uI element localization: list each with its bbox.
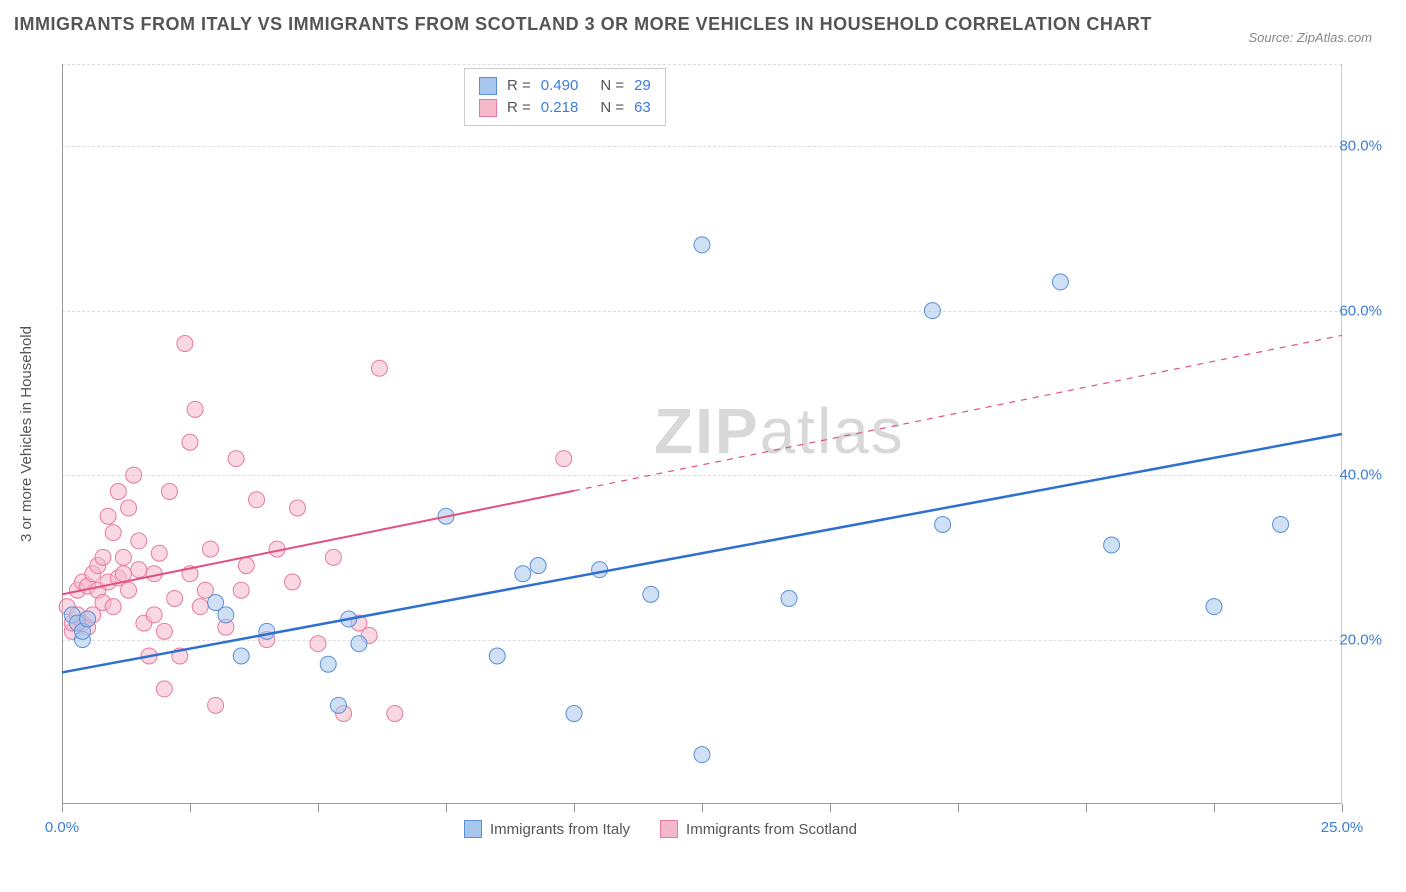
legend-swatch-scotland <box>660 820 678 838</box>
data-point <box>162 484 178 500</box>
r-label: R = <box>507 97 531 119</box>
data-point <box>80 611 96 627</box>
data-point <box>192 599 208 615</box>
data-point <box>643 586 659 602</box>
r-value-italy: 0.490 <box>541 75 579 97</box>
data-point <box>151 545 167 561</box>
data-point <box>1206 599 1222 615</box>
correlation-chart: IMMIGRANTS FROM ITALY VS IMMIGRANTS FROM… <box>14 14 1392 878</box>
data-point <box>694 237 710 253</box>
data-point <box>238 558 254 574</box>
data-point <box>694 747 710 763</box>
data-point <box>781 590 797 606</box>
data-point <box>249 492 265 508</box>
data-point <box>371 360 387 376</box>
data-point <box>126 467 142 483</box>
data-point <box>202 541 218 557</box>
y-tick-label: 40.0% <box>1339 467 1382 484</box>
chart-title: IMMIGRANTS FROM ITALY VS IMMIGRANTS FROM… <box>14 14 1392 35</box>
scatter-plot-svg <box>62 64 1342 804</box>
data-point <box>208 697 224 713</box>
data-point <box>156 681 172 697</box>
legend-label-scotland: Immigrants from Scotland <box>686 821 857 838</box>
legend-stats: R = 0.490 N = 29 R = 0.218 N = 63 <box>464 68 666 126</box>
data-point <box>530 558 546 574</box>
legend-label-italy: Immigrants from Italy <box>490 821 630 838</box>
data-point <box>1273 516 1289 532</box>
data-point <box>566 706 582 722</box>
data-point <box>387 706 403 722</box>
data-point <box>489 648 505 664</box>
data-point <box>233 648 249 664</box>
data-point <box>1052 274 1068 290</box>
legend-swatch-italy <box>464 820 482 838</box>
legend-stats-row-italy: R = 0.490 N = 29 <box>479 75 651 97</box>
data-point <box>515 566 531 582</box>
data-point <box>167 590 183 606</box>
data-point <box>325 549 341 565</box>
data-point <box>935 516 951 532</box>
legend-item-scotland: Immigrants from Scotland <box>660 820 857 838</box>
n-value-scotland: 63 <box>634 97 651 119</box>
data-point <box>121 500 137 516</box>
data-point <box>121 582 137 598</box>
data-point <box>105 525 121 541</box>
r-value-scotland: 0.218 <box>541 97 579 119</box>
n-value-italy: 29 <box>634 75 651 97</box>
data-point <box>131 562 147 578</box>
data-point <box>100 508 116 524</box>
data-point <box>310 636 326 652</box>
legend-swatch-italy <box>479 77 497 95</box>
data-point <box>218 607 234 623</box>
x-tick-label: 0.0% <box>45 819 79 836</box>
data-point <box>284 574 300 590</box>
y-tick-label: 20.0% <box>1339 631 1382 648</box>
data-point <box>228 451 244 467</box>
data-point <box>330 697 346 713</box>
data-point <box>105 599 121 615</box>
data-point <box>592 562 608 578</box>
data-point <box>259 623 275 639</box>
n-label: N = <box>600 97 624 119</box>
n-label: N = <box>600 75 624 97</box>
data-point <box>177 336 193 352</box>
data-point <box>115 566 131 582</box>
y-axis-label: 3 or more Vehicles in Household <box>18 326 35 542</box>
data-point <box>156 623 172 639</box>
data-point <box>146 607 162 623</box>
data-point <box>320 656 336 672</box>
trendline-extrapolated <box>574 335 1342 490</box>
data-point <box>95 549 111 565</box>
data-point <box>556 451 572 467</box>
data-point <box>290 500 306 516</box>
data-point <box>115 549 131 565</box>
r-label: R = <box>507 75 531 97</box>
legend-swatch-scotland <box>479 99 497 117</box>
data-point <box>1104 537 1120 553</box>
data-point <box>351 636 367 652</box>
x-tick-label: 25.0% <box>1321 819 1364 836</box>
legend-item-italy: Immigrants from Italy <box>464 820 630 838</box>
data-point <box>131 533 147 549</box>
data-point <box>233 582 249 598</box>
source-attribution: Source: ZipAtlas.com <box>1248 30 1372 45</box>
data-point <box>110 484 126 500</box>
data-point <box>187 401 203 417</box>
data-point <box>924 303 940 319</box>
data-point <box>182 434 198 450</box>
trendline <box>62 434 1342 672</box>
legend-stats-row-scotland: R = 0.218 N = 63 <box>479 97 651 119</box>
legend-series: Immigrants from Italy Immigrants from Sc… <box>464 820 857 838</box>
y-tick-label: 60.0% <box>1339 302 1382 319</box>
y-tick-label: 80.0% <box>1339 138 1382 155</box>
